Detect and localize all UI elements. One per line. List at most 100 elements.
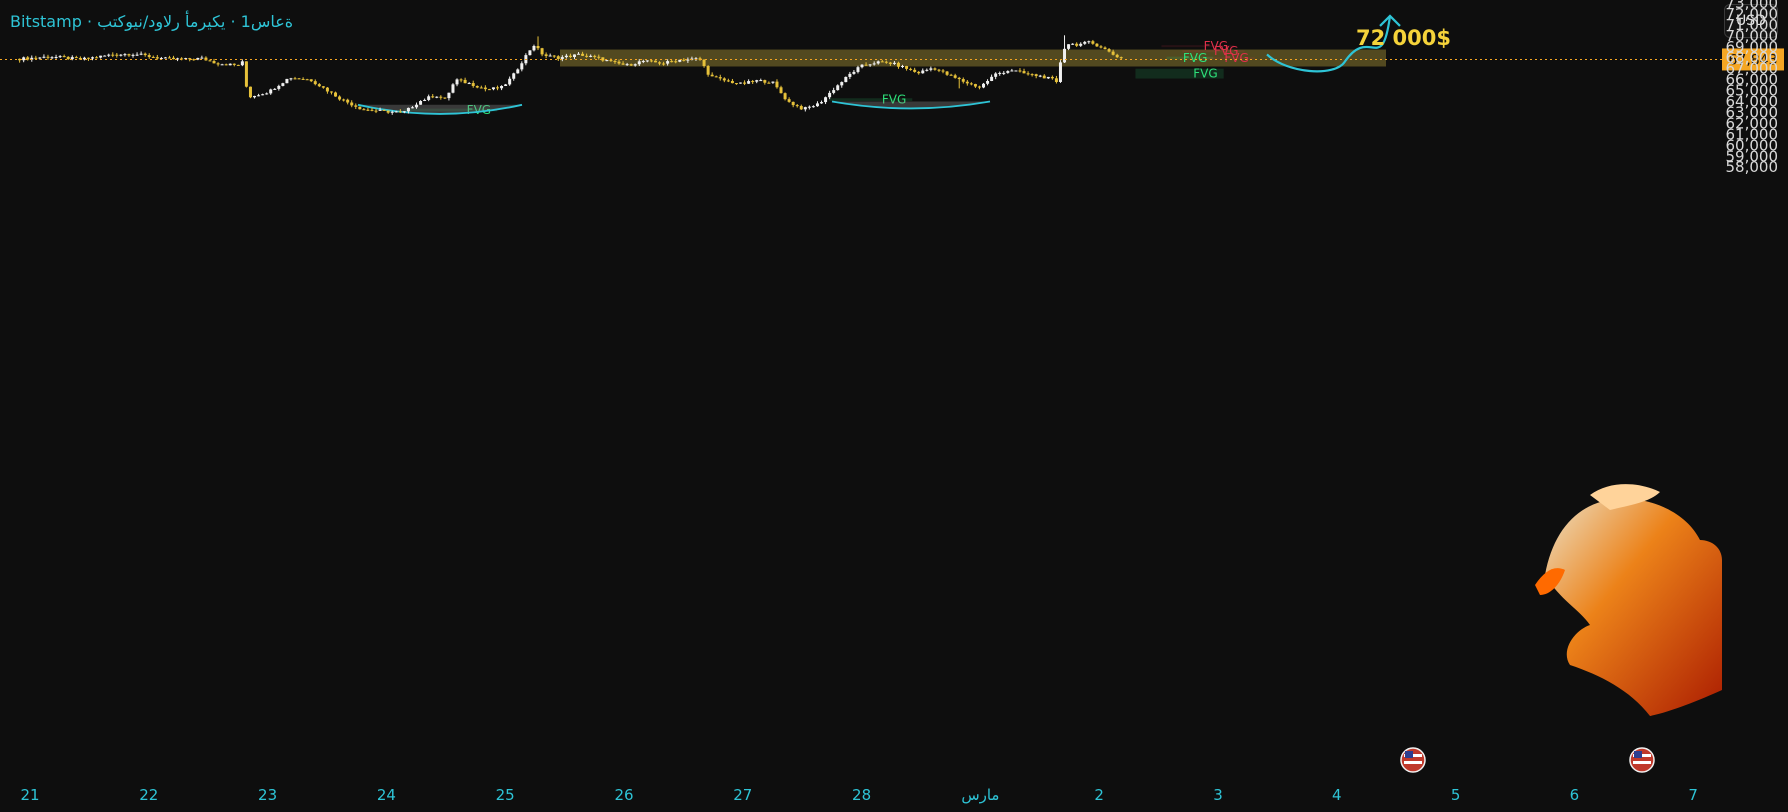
candle-body [62, 56, 66, 58]
candle-body [880, 61, 884, 63]
us-flag-canton [1634, 751, 1642, 758]
candle-body [212, 60, 216, 64]
candle-body [115, 54, 119, 56]
candle-body [86, 57, 90, 59]
candle-body [560, 57, 564, 59]
candle-body [1054, 78, 1058, 82]
candle-body [309, 79, 313, 82]
x-tick-label: 21 [20, 786, 39, 804]
x-tick-label: مارس [961, 786, 999, 804]
candle-body [147, 55, 151, 57]
resistance-zone [560, 49, 1386, 67]
candle-body [787, 99, 791, 102]
candle-body [856, 67, 860, 72]
candle-body [670, 61, 674, 63]
candle-body [572, 54, 576, 58]
candle-body [909, 68, 913, 70]
y-tick-label: 59,000 [1726, 147, 1779, 165]
candle-body [42, 56, 46, 58]
candle-body [386, 110, 390, 113]
candle-body [747, 81, 751, 84]
candle-body [18, 58, 22, 61]
candle-body [803, 107, 807, 110]
candle-body [119, 54, 123, 56]
candle-body [208, 60, 212, 62]
candle-body [678, 59, 682, 62]
candle-body [135, 54, 139, 56]
candle-body [289, 78, 293, 80]
fvg-zone [1182, 50, 1245, 53]
candle-body [143, 53, 147, 56]
candle-body [581, 53, 585, 56]
candle-body [402, 111, 406, 113]
candle-body [512, 73, 516, 79]
candle-body [977, 86, 981, 88]
candle-body [905, 66, 909, 69]
candle-body [556, 56, 560, 59]
candle-body [107, 54, 111, 56]
candle-body [994, 73, 998, 77]
candle-body [686, 59, 690, 61]
candle-body [479, 87, 483, 89]
candle-body [969, 83, 973, 85]
candle-body [78, 57, 82, 60]
candle-body [662, 63, 666, 65]
y-tick-label: 72,000 [1726, 5, 1779, 23]
candle-body [390, 111, 394, 113]
candle-body [248, 86, 252, 98]
candle-body [329, 91, 333, 93]
y-tick-label: 70,000 [1726, 27, 1779, 45]
candle-body [415, 104, 419, 108]
currency-button[interactable]: USD [1724, 4, 1778, 38]
fvg-label: FVG [467, 103, 491, 117]
candle-body [779, 87, 783, 94]
fvg-label: FVG [1193, 67, 1217, 81]
candle-body [840, 82, 844, 86]
candle-body [82, 57, 86, 60]
candle-body [216, 63, 220, 65]
candle-body [824, 97, 828, 103]
candle-body [508, 78, 512, 85]
y-tick-label: 66,000 [1726, 71, 1779, 89]
y-tick-label: 60,000 [1726, 136, 1779, 154]
candle-body [633, 64, 637, 66]
candle-body [91, 57, 95, 59]
candle-body [1119, 57, 1123, 59]
candle-body [759, 80, 763, 82]
candle-body [896, 62, 900, 67]
candle-body [621, 63, 625, 65]
candle-body [38, 57, 42, 59]
candle-body [751, 81, 755, 83]
candle-body [585, 55, 589, 57]
candle-body [491, 87, 495, 90]
candle-body [1002, 72, 1006, 74]
candle-body [103, 55, 107, 57]
candle-body [378, 109, 382, 111]
x-tick-label: 27 [733, 786, 752, 804]
candle-body [244, 61, 248, 87]
candle-body [184, 58, 188, 60]
candle-body [167, 57, 171, 59]
candle-body [552, 55, 556, 57]
candle-body [625, 64, 629, 66]
x-tick-label: 4 [1332, 786, 1342, 804]
flame-horse-icon [1535, 484, 1722, 716]
candle-body [743, 82, 747, 84]
projection-arrowhead [1379, 14, 1401, 27]
candle-body [54, 56, 58, 58]
candle-body [1079, 43, 1083, 46]
candle-body [544, 54, 548, 57]
candle-body [726, 80, 730, 82]
current-price-tag [1722, 48, 1784, 71]
candle-body [439, 96, 443, 98]
candle-body [771, 81, 775, 83]
candle-body [953, 75, 957, 78]
candle-body [220, 64, 224, 66]
candle-body [305, 79, 309, 81]
candle-body [188, 58, 192, 60]
candle-body [362, 109, 366, 111]
us-flag-icon [1400, 747, 1426, 773]
candle-body [111, 54, 115, 56]
candle-body [714, 76, 718, 78]
